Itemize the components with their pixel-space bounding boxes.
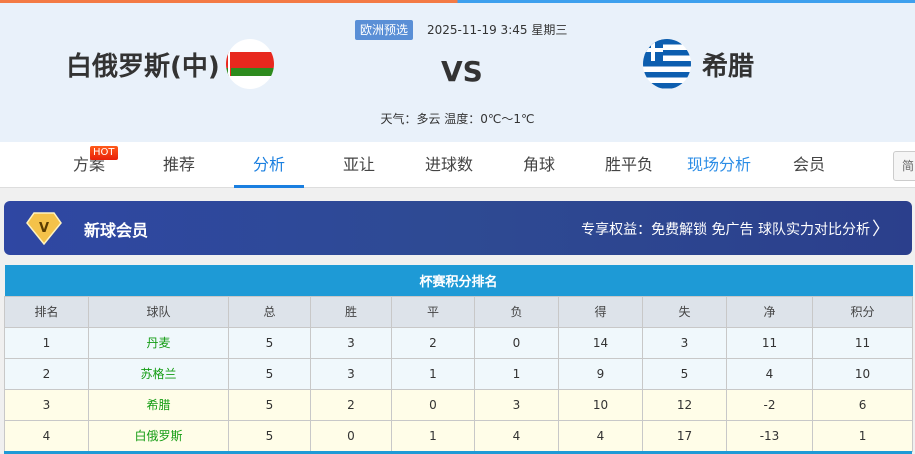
column-header: 负 xyxy=(474,295,559,328)
column-header: 得 xyxy=(558,295,643,328)
chevron-right-icon: 〉 xyxy=(872,219,890,240)
match-datetime: 2025-11-19 3:45 星期三 xyxy=(427,23,568,37)
table-cell: 12 xyxy=(642,388,727,421)
column-header: 失 xyxy=(642,295,727,328)
table-cell: -13 xyxy=(726,419,813,452)
team-link[interactable]: 白俄罗斯 xyxy=(88,419,229,452)
table-cell: 3 xyxy=(474,388,559,421)
match-header: 欧洲预选 2025-11-19 3:45 星期三 白俄罗斯(中) VS 希腊 天… xyxy=(0,3,915,142)
table-cell: 14 xyxy=(558,326,643,359)
table-cell: 10 xyxy=(811,357,914,390)
table-cell: 4 xyxy=(558,419,643,452)
table-cell: 1 xyxy=(391,357,475,390)
column-header: 净 xyxy=(726,295,813,328)
home-team-name[interactable]: 白俄罗斯(中) xyxy=(66,52,220,82)
table-cell: 5 xyxy=(228,326,311,359)
tab-recommend[interactable]: 推荐 xyxy=(162,155,195,174)
table-cell: 6 xyxy=(811,388,914,421)
banner-title: 新球会员 xyxy=(84,221,149,240)
table-cell: 2 xyxy=(391,326,475,359)
tab-asian-handicap[interactable]: 亚让 xyxy=(342,155,375,174)
top-accent-bar xyxy=(0,0,915,3)
table-cell: 3 xyxy=(642,326,727,359)
table-cell: 1 xyxy=(474,357,559,390)
banner-benefits: 专享权益：免费解锁 免广告 球队实力对比分析 xyxy=(581,222,870,238)
diamond-v-icon: V xyxy=(26,212,62,245)
vs-label: VS xyxy=(441,55,483,88)
column-header: 积分 xyxy=(811,295,914,328)
table-cell: 5 xyxy=(228,419,311,452)
column-header: 排名 xyxy=(4,295,89,328)
table-row: 2 苏格兰 5 3 1 1 9 5 4 10 xyxy=(4,357,914,390)
table-cell: 10 xyxy=(558,388,643,421)
language-toggle[interactable]: 简 xyxy=(893,151,915,181)
belarus-flag-icon xyxy=(226,39,274,89)
table-cell: 3 xyxy=(4,388,89,421)
tab-goals[interactable]: 进球数 xyxy=(424,155,473,174)
table-cell: 0 xyxy=(474,326,559,359)
column-header: 平 xyxy=(391,295,475,328)
greece-flag-icon xyxy=(643,39,691,89)
standings-table: 杯赛积分排名 排名 球队总胜平负得失净积分 1 丹麦 5 3 2 0 14 3 11 11 2 苏格兰 5… xyxy=(4,265,914,452)
table-cell: 1 xyxy=(4,326,89,359)
table-cell: 4 xyxy=(726,357,813,390)
table-cell: 4 xyxy=(474,419,559,452)
away-team-name[interactable]: 希腊 xyxy=(702,52,755,82)
table-cell: 4 xyxy=(4,419,89,452)
nav-tabs: 方案 推荐 分析 亚让 进球数 角球 胜平负 现场分析 会员 xyxy=(0,142,915,188)
standings-title: 杯赛积分排名 xyxy=(4,265,913,296)
table-cell: 5 xyxy=(228,388,311,421)
table-cell: 2 xyxy=(4,357,89,390)
tab-1x2[interactable]: 胜平负 xyxy=(604,155,653,174)
table-cell: 0 xyxy=(391,388,475,421)
table-cell: 3 xyxy=(310,357,392,390)
tab-analysis[interactable]: 分析 xyxy=(234,142,304,188)
table-row: 3 希腊 5 2 0 3 10 12 -2 6 xyxy=(4,388,914,421)
table-cell: 5 xyxy=(228,357,311,390)
column-header: 球队 xyxy=(88,295,229,328)
team-link[interactable]: 苏格兰 xyxy=(88,357,229,390)
tab-corners[interactable]: 角球 xyxy=(522,155,555,174)
weather-info: 天气：多云 温度：0℃～1℃ xyxy=(380,112,535,126)
column-header: 总 xyxy=(228,295,311,328)
competition-badge[interactable]: 欧洲预选 xyxy=(355,20,414,40)
table-cell: 11 xyxy=(811,326,914,359)
svg-text:V: V xyxy=(39,221,49,236)
table-cell: 0 xyxy=(310,419,392,452)
tab-live-analysis[interactable]: 现场分析 xyxy=(686,155,751,174)
table-cell: 5 xyxy=(642,357,727,390)
table-cell: -2 xyxy=(726,388,813,421)
hot-badge: HOT xyxy=(90,146,118,160)
tab-membership[interactable]: 会员 xyxy=(792,155,825,174)
table-bottom-line xyxy=(4,451,912,454)
table-row: 1 丹麦 5 3 2 0 14 3 11 11 xyxy=(4,326,914,359)
table-cell: 3 xyxy=(310,326,392,359)
table-row: 4 白俄罗斯 5 0 1 4 4 17 -13 1 xyxy=(4,419,914,452)
table-cell: 9 xyxy=(558,357,643,390)
column-header: 胜 xyxy=(310,295,392,328)
table-cell: 11 xyxy=(726,326,813,359)
table-cell: 1 xyxy=(391,419,475,452)
header-row: 排名 球队总胜平负得失净积分 xyxy=(4,295,914,328)
membership-banner[interactable]: V 新球会员 专享权益：免费解锁 免广告 球队实力对比分析 〉 xyxy=(4,201,912,255)
table-cell: 17 xyxy=(642,419,727,452)
table-cell: 1 xyxy=(811,419,914,452)
team-link[interactable]: 丹麦 xyxy=(88,326,229,359)
team-link[interactable]: 希腊 xyxy=(88,388,229,421)
table-cell: 2 xyxy=(310,388,392,421)
